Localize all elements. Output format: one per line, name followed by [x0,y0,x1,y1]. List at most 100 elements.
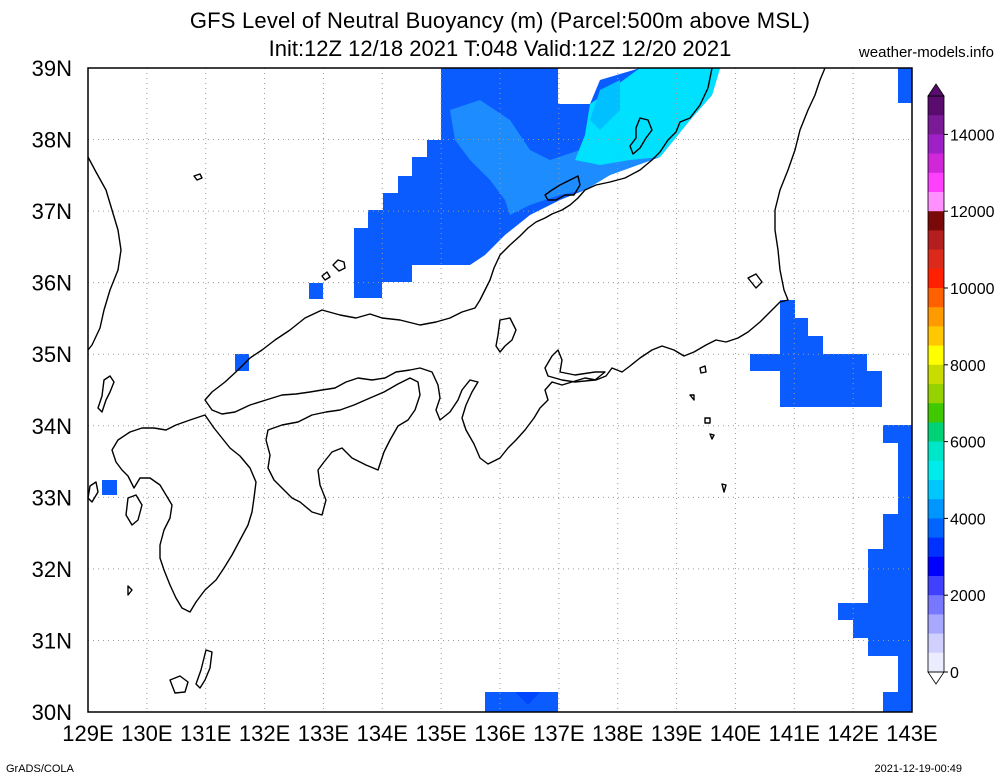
colorbar-label: 6000 [950,435,986,452]
colorbar-swatch [928,96,944,116]
latitude-tick-label: 34N [32,414,72,439]
colorbar-labels: 14000 12000 10000 8000 6000 4000 2000 0 [944,127,995,682]
colorbar-swatch [928,134,944,155]
colorbar-swatch [928,576,944,596]
field-cell [102,480,117,495]
coastlines [87,67,826,694]
colorbar-label: 4000 [950,511,986,528]
field-east-edge [838,425,912,712]
latitude-tick-label: 38N [32,128,72,153]
footer-timestamp: 2021-12-19-00:49 [874,763,962,775]
coastline-shikoku [265,377,421,516]
coastline-honshu [204,67,826,465]
longitude-tick-label: 133E [298,721,349,746]
colorbar-swatch [928,460,944,481]
colorbar-bottom-arrow [927,671,945,685]
colorbar [927,83,945,685]
longitude-tick-label: 130E [121,721,172,746]
coastline-boso [747,273,763,289]
colorbar-label: 8000 [950,358,986,375]
colorbar-swatch [928,499,944,519]
colorbar-swatch [928,595,944,615]
colorbar-label: 14000 [950,127,995,144]
field-south-edge [485,692,558,712]
colorbar-swatch [928,192,944,212]
coastline-goto [87,481,99,503]
coastline-noto [544,175,581,201]
colorbar-swatch [928,268,944,289]
field-cell [235,354,249,371]
field-sea-of-japan-peak [590,80,620,130]
coastline-kyushu [111,414,257,613]
colorbar-swatch [928,153,944,174]
coastline-ise-bay [544,349,606,383]
latitude-tick-label: 35N [32,342,72,367]
longitude-tick-label: 131E [180,721,231,746]
coastline-ulleungdo [193,173,203,181]
colorbar-swatch [928,288,944,308]
coastline-amakusa [125,494,143,526]
longitude-tick-label: 132E [239,721,290,746]
coastline-sado [629,117,653,155]
chart-subtitle: Init:12Z 12/18 2021 T:048 Valid:12Z 12/2… [268,36,732,61]
colorbar-swatch [928,345,944,366]
field-south-edge-core [515,692,540,705]
field-cell [309,283,323,299]
coastline-koshiki [127,585,133,596]
colorbar-swatch [928,115,944,135]
coastline-korea [87,156,122,351]
chart-title: GFS Level of Neutral Buoyancy (m) (Parce… [189,8,811,33]
longitude-tick-label: 140E [710,721,761,746]
colorbar-swatch [928,403,944,423]
colorbar-swatch [928,614,944,635]
longitude-tick-label: 136E [474,721,525,746]
coastline-oki [321,259,346,281]
colorbar-swatch [928,422,944,443]
colorbar-swatch [928,556,944,577]
longitude-tick-label: 137E [533,721,584,746]
colorbar-swatch [928,230,944,251]
colorbar-label: 12000 [950,204,995,221]
longitude-tick-label: 129E [62,721,113,746]
coastline-izu-islands [689,365,727,493]
colorbar-swatch [928,633,944,654]
colorbar-swatch [928,384,944,404]
colorbar-frame [927,95,945,673]
field-off-kanto [750,300,882,407]
field-cell [898,68,912,103]
coastline-tanegashima [195,649,213,689]
colorbar-swatch [928,364,944,385]
longitude-tick-label: 139E [651,721,702,746]
colorbar-swatch [928,249,944,270]
longitude-tick-label: 143E [886,721,937,746]
colorbar-swatch [928,441,944,462]
colorbar-top-arrow [927,83,945,97]
longitude-tick-label: 138E [592,721,643,746]
footer-software: GrADS/COLA [6,763,74,775]
coastline-awaji [495,317,517,353]
latitude-tick-label: 32N [32,557,72,582]
colorbar-swatch [928,172,944,193]
coastline-yakushima [169,675,189,694]
site-credit: weather-models.info [858,44,994,61]
lnb-shading [102,68,912,712]
latitude-tick-label: 33N [32,485,72,510]
longitude-tick-label: 142E [827,721,878,746]
colorbar-swatch [928,326,944,347]
colorbar-swatch [928,518,944,539]
colorbar-swatch [928,480,944,500]
latitude-labels: 39N 38N 37N 36N 35N 34N 33N 32N 31N 30N [32,56,72,725]
colorbar-swatch [928,307,944,327]
latitude-tick-label: 37N [32,199,72,224]
longitude-tick-label: 135E [415,721,466,746]
coastline-tsushima [97,375,115,413]
map-frame [87,67,913,713]
colorbar-swatch [928,652,944,673]
latitude-tick-label: 30N [32,700,72,725]
latitude-tick-label: 39N [32,56,72,81]
longitude-tick-label: 141E [769,721,820,746]
colorbar-swatch [928,537,944,558]
latitude-tick-label: 36N [32,271,72,296]
longitude-labels: 129E 130E 131E 132E 133E 134E 135E 136E 137E 138E… [62,721,937,746]
